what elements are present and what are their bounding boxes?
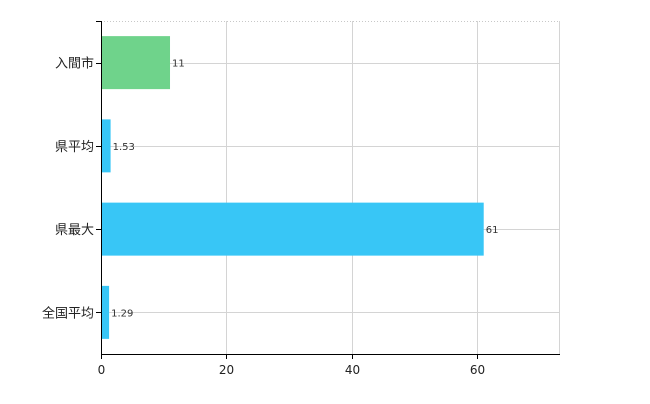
bar[interactable] — [102, 36, 171, 90]
x-tick-label: 40 — [345, 363, 360, 377]
category-label: 全国平均 — [42, 305, 94, 321]
bars — [102, 36, 484, 339]
category-label: 県平均 — [55, 140, 94, 155]
category-label: 入間市 — [55, 56, 94, 72]
x-tick-label: 20 — [219, 363, 234, 377]
bar[interactable] — [102, 119, 111, 173]
labels: 11 入間市 1.53 県平均 61 県最大 1.29 全国平均 0 20 40 60 — [42, 56, 498, 377]
category-label: 県最大 — [55, 223, 94, 238]
x-tick-label: 0 — [98, 363, 106, 377]
grid-lines — [101, 21, 560, 354]
axes — [96, 21, 560, 359]
data-label: 61 — [486, 225, 499, 236]
data-label: 11 — [172, 59, 185, 70]
bar[interactable] — [102, 285, 110, 339]
data-label: 1.53 — [113, 142, 135, 153]
x-tick-label: 60 — [470, 363, 485, 377]
data-label: 1.29 — [111, 308, 133, 319]
bar[interactable] — [102, 202, 484, 256]
